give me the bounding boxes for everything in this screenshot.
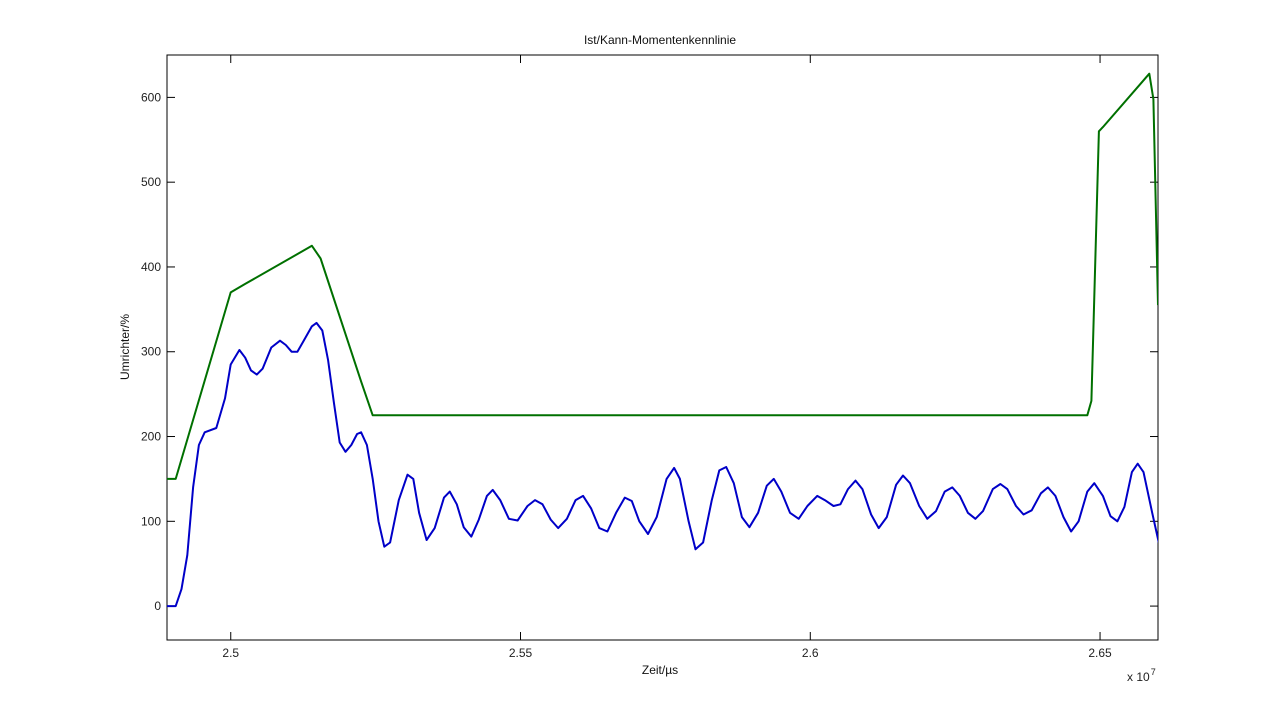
x-tick-label: 2.6: [802, 646, 819, 660]
plot-area: [166, 54, 1159, 641]
y-axis-label: Umrichter/%: [118, 314, 132, 380]
x-tick-label: 2.5: [222, 646, 239, 660]
y-tick-label: 500: [141, 175, 161, 189]
x-axis-multiplier-base: x 10: [1127, 670, 1150, 684]
x-axis-multiplier-exponent: 7: [1151, 667, 1156, 677]
y-axis: 0 100 200 300 400 500 600: [141, 90, 1158, 613]
y-tick-label: 100: [141, 514, 161, 528]
x-axis: 2.5 2.55 2.6 2.65: [222, 55, 1112, 660]
x-tick-label: 2.65: [1088, 646, 1112, 660]
x-tick-label: 2.55: [509, 646, 533, 660]
series-line-1: [167, 72, 1158, 480]
y-tick-label: 400: [141, 260, 161, 274]
x-axis-multiplier: x 107: [1127, 667, 1156, 684]
y-tick-label: 0: [154, 599, 161, 613]
x-axis-label: Zeit/µs: [642, 663, 678, 677]
y-tick-label: 200: [141, 430, 161, 444]
y-tick-label: 300: [141, 345, 161, 359]
y-tick-label: 600: [141, 90, 161, 104]
chart-title: Ist/Kann-Momentenkennlinie: [584, 33, 736, 47]
series-line-2: [167, 321, 1158, 608]
series-layer: [167, 72, 1158, 608]
